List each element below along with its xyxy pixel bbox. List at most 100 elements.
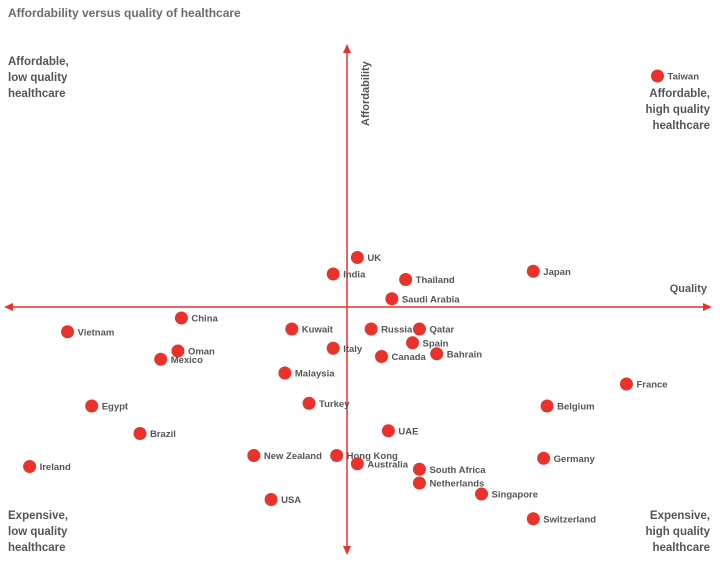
point-marker (350, 457, 364, 471)
point-vietnam: Vietnam (61, 325, 114, 339)
point-usa: USA (264, 493, 301, 506)
quadrant-label-top-right: Affordable, high quality healthcare (645, 86, 710, 134)
point-ireland: Ireland (23, 460, 71, 473)
point-marker (61, 325, 75, 339)
point-marker (330, 449, 344, 462)
quadrant-line: healthcare (652, 542, 710, 554)
point-marker (174, 311, 188, 325)
point-thailand: Thailand (399, 273, 455, 286)
point-marker (85, 399, 99, 413)
point-uae: UAE (381, 424, 418, 438)
point-label: China (191, 314, 218, 325)
point-italy: Italy (326, 341, 363, 355)
point-marker (430, 347, 444, 361)
point-belgium: Belgium (540, 399, 595, 413)
point-qatar: Qatar (412, 322, 455, 336)
point-label: Switzerland (543, 514, 596, 525)
point-marker (247, 449, 261, 462)
point-label: Italy (343, 344, 363, 355)
point-label: Qatar (429, 325, 454, 336)
point-marker (651, 69, 664, 83)
point-hong-kong: Hong Kong (330, 449, 398, 462)
point-netherlands: Netherlands (412, 476, 484, 490)
point-label: Taiwan (668, 72, 700, 83)
point-marker (364, 322, 378, 336)
point-marker (526, 512, 540, 526)
quadrant-label-bottom-right: Expensive, high quality healthcare (645, 508, 710, 556)
quadrant-line: healthcare (652, 120, 710, 132)
quadrant-line: high quality (645, 526, 710, 538)
y-axis-arrow-bottom (343, 546, 351, 555)
point-label: Spain (423, 338, 449, 349)
point-marker (264, 493, 278, 506)
point-south-africa: South Africa (412, 462, 486, 476)
point-marker (171, 344, 185, 358)
point-label: Oman (188, 347, 215, 358)
point-label: Japan (543, 267, 571, 278)
x-axis-arrow-right (703, 303, 712, 311)
point-marker (412, 476, 426, 490)
point-brazil: Brazil (133, 427, 176, 440)
point-marker (375, 350, 388, 363)
point-label: Russia (381, 325, 413, 336)
point-australia: Australia (350, 457, 409, 471)
point-spain: Spain (406, 336, 449, 350)
point-label: Germany (554, 454, 596, 465)
point-label: Kuwait (302, 325, 334, 336)
quadrant-line: Expensive, (8, 510, 69, 522)
point-india: India (326, 267, 366, 281)
point-uk: UK (350, 251, 381, 264)
point-germany: Germany (537, 451, 596, 465)
point-marker (381, 424, 395, 438)
quadrant-line: healthcare (8, 88, 66, 100)
quadrant-line: healthcare (8, 542, 66, 554)
point-marker (526, 264, 540, 278)
point-label: Malaysia (295, 369, 335, 380)
point-egypt: Egypt (85, 399, 129, 413)
quadrant-line: Affordable, (649, 88, 710, 100)
point-label: Egypt (102, 402, 129, 413)
point-kuwait: Kuwait (285, 322, 334, 336)
point-marker (154, 352, 168, 366)
point-marker (133, 427, 147, 440)
point-marker (350, 251, 364, 264)
point-label: UK (367, 253, 381, 264)
chart-title: Affordability versus quality of healthca… (8, 6, 241, 20)
point-oman: Oman (171, 344, 215, 358)
point-label: Bahrain (447, 349, 483, 360)
point-label: UAE (398, 426, 418, 437)
quadrant-line: high quality (645, 104, 710, 116)
point-label: Singapore (492, 490, 538, 501)
point-turkey: Turkey (302, 396, 350, 410)
point-russia: Russia (364, 322, 413, 336)
point-marker (412, 322, 426, 336)
point-marker (278, 366, 292, 380)
point-new-zealand: New Zealand (247, 449, 322, 462)
y-axis-label: Affordability (360, 60, 372, 126)
point-marker (537, 451, 551, 465)
point-marker (302, 396, 316, 410)
x-axis-arrow-left (4, 303, 13, 311)
point-marker (406, 336, 420, 350)
point-mexico: Mexico (154, 352, 203, 366)
point-label: Thailand (416, 275, 455, 286)
point-marker (399, 273, 413, 286)
axes (4, 44, 712, 555)
point-label: India (343, 270, 366, 281)
point-saudi-arabia: Saudi Arabia (385, 292, 460, 306)
point-switzerland: Switzerland (526, 512, 596, 526)
point-label: Mexico (171, 355, 203, 366)
point-marker (385, 292, 399, 306)
point-label: Australia (367, 459, 408, 470)
quadrant-label-top-left: Affordable, low quality healthcare (8, 54, 69, 102)
point-label: Ireland (40, 462, 71, 473)
x-axis-label: Quality (670, 283, 708, 295)
quadrant-label-bottom-left: Expensive, low quality healthcare (8, 508, 68, 556)
point-marker (619, 377, 633, 391)
y-axis-arrow-top (343, 44, 351, 53)
point-taiwan: Taiwan (651, 69, 700, 83)
quadrant-line: low quality (8, 526, 68, 538)
point-label: Turkey (319, 399, 350, 410)
